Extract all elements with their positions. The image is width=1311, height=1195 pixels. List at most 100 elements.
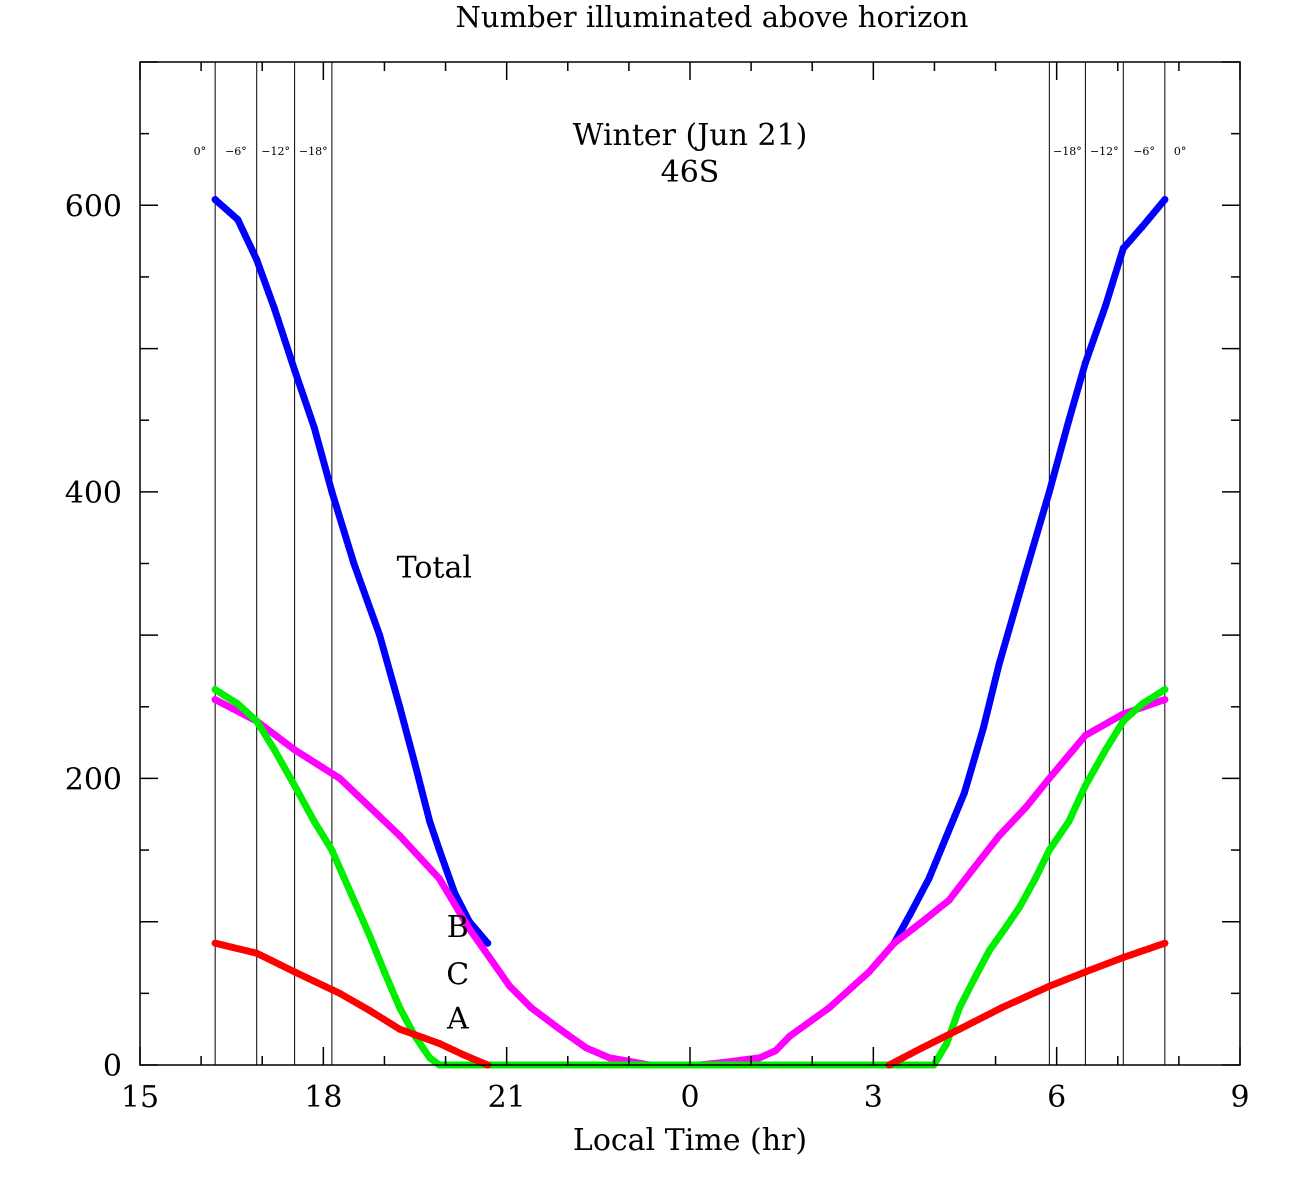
data-point bbox=[756, 1054, 764, 1062]
data-point bbox=[291, 968, 299, 976]
data-point bbox=[270, 746, 278, 754]
data-point bbox=[211, 696, 219, 704]
data-point bbox=[1045, 846, 1053, 854]
twilight-label: −6° bbox=[1133, 145, 1155, 158]
data-point bbox=[967, 868, 975, 876]
twilight-label: −12° bbox=[1090, 145, 1119, 158]
data-point bbox=[435, 875, 443, 883]
data-point bbox=[1119, 244, 1127, 252]
data-point bbox=[970, 975, 978, 983]
data-point bbox=[310, 817, 318, 825]
data-point bbox=[336, 989, 344, 997]
data-point bbox=[1161, 696, 1169, 704]
data-point bbox=[943, 832, 951, 840]
series-c: C bbox=[211, 686, 1169, 1069]
plot-frame bbox=[139, 61, 1241, 1066]
data-point bbox=[396, 1004, 404, 1012]
data-point bbox=[985, 946, 993, 954]
data-point bbox=[291, 746, 299, 754]
data-point bbox=[211, 939, 219, 947]
data-point bbox=[1022, 803, 1030, 811]
data-point bbox=[918, 918, 926, 926]
series-total: Total bbox=[211, 196, 1169, 947]
series-line bbox=[211, 686, 1169, 1069]
data-point bbox=[772, 1047, 780, 1055]
data-point bbox=[396, 832, 404, 840]
data-point bbox=[253, 717, 261, 725]
x-tick-label: 18 bbox=[304, 1080, 342, 1115]
data-point bbox=[1022, 567, 1030, 575]
data-point bbox=[1161, 196, 1169, 204]
data-point bbox=[825, 1004, 833, 1012]
data-point bbox=[328, 488, 336, 496]
x-tick-label: 6 bbox=[1047, 1080, 1066, 1115]
data-point bbox=[943, 1040, 951, 1048]
data-point bbox=[918, 1044, 926, 1052]
data-point bbox=[396, 703, 404, 711]
series-label: B bbox=[447, 910, 469, 945]
subtitle-season: Winter (Jun 21) bbox=[573, 118, 808, 153]
x-tick-label: 15 bbox=[121, 1080, 159, 1115]
data-point bbox=[1081, 968, 1089, 976]
data-point bbox=[253, 949, 261, 957]
chart-title: Number illuminated above horizon bbox=[456, 0, 969, 34]
x-axis-label: Local Time (hr) bbox=[573, 1123, 807, 1158]
series-a: A bbox=[211, 939, 1169, 1069]
data-point bbox=[956, 1004, 963, 1012]
data-point bbox=[786, 1032, 794, 1040]
y-tick-label: 200 bbox=[65, 762, 122, 797]
y-tick-label: 600 bbox=[65, 189, 122, 224]
data-point bbox=[605, 1054, 613, 1062]
data-point bbox=[527, 1004, 535, 1012]
data-point bbox=[211, 686, 219, 694]
data-point bbox=[960, 789, 968, 797]
data-point bbox=[366, 932, 374, 940]
data-point bbox=[253, 256, 261, 264]
x-tick-label: 0 bbox=[680, 1080, 699, 1115]
data-point bbox=[1102, 302, 1110, 310]
data-point bbox=[1138, 223, 1146, 231]
subtitle-latitude: 46S bbox=[661, 155, 720, 190]
data-point bbox=[347, 889, 355, 897]
data-point bbox=[1065, 416, 1073, 424]
data-point bbox=[396, 1025, 404, 1033]
data-point bbox=[211, 196, 219, 204]
data-point bbox=[995, 832, 1003, 840]
data-point bbox=[1138, 700, 1146, 708]
data-point bbox=[336, 774, 344, 782]
data-point bbox=[1081, 782, 1089, 790]
data-point bbox=[995, 660, 1003, 668]
axis-ticks: 15 18 21 0 3 6 9 0 200 400 600 bbox=[65, 61, 1250, 1115]
series-line bbox=[885, 939, 1169, 1069]
data-point bbox=[380, 968, 388, 976]
data-point bbox=[426, 817, 434, 825]
data-point bbox=[291, 782, 299, 790]
twilight-label: 0° bbox=[194, 145, 207, 158]
series-label: Total bbox=[397, 550, 472, 585]
data-point bbox=[1119, 717, 1127, 725]
series-label: A bbox=[446, 1002, 469, 1037]
data-point bbox=[1081, 731, 1089, 739]
data-point bbox=[906, 911, 914, 919]
twilight-label: −18° bbox=[1053, 145, 1082, 158]
data-point bbox=[1045, 982, 1053, 990]
data-point bbox=[956, 1025, 963, 1033]
data-point bbox=[556, 1025, 564, 1033]
data-point bbox=[1015, 903, 1023, 911]
y-tick-label: 0 bbox=[103, 1049, 122, 1084]
series-label: C bbox=[446, 957, 469, 992]
data-point bbox=[291, 366, 299, 374]
series-line bbox=[211, 196, 492, 947]
data-point bbox=[582, 1044, 590, 1052]
data-point bbox=[270, 304, 278, 312]
twilight-label: −6° bbox=[225, 145, 247, 158]
data-point bbox=[310, 423, 318, 431]
data-point bbox=[435, 846, 443, 854]
data-point bbox=[890, 939, 898, 947]
twilight-label: 0° bbox=[1174, 145, 1187, 158]
data-point bbox=[411, 760, 419, 768]
x-tick-label: 9 bbox=[1230, 1080, 1249, 1115]
y-tick-label: 400 bbox=[65, 476, 122, 511]
data-point bbox=[945, 896, 953, 904]
data-point bbox=[350, 560, 358, 567]
